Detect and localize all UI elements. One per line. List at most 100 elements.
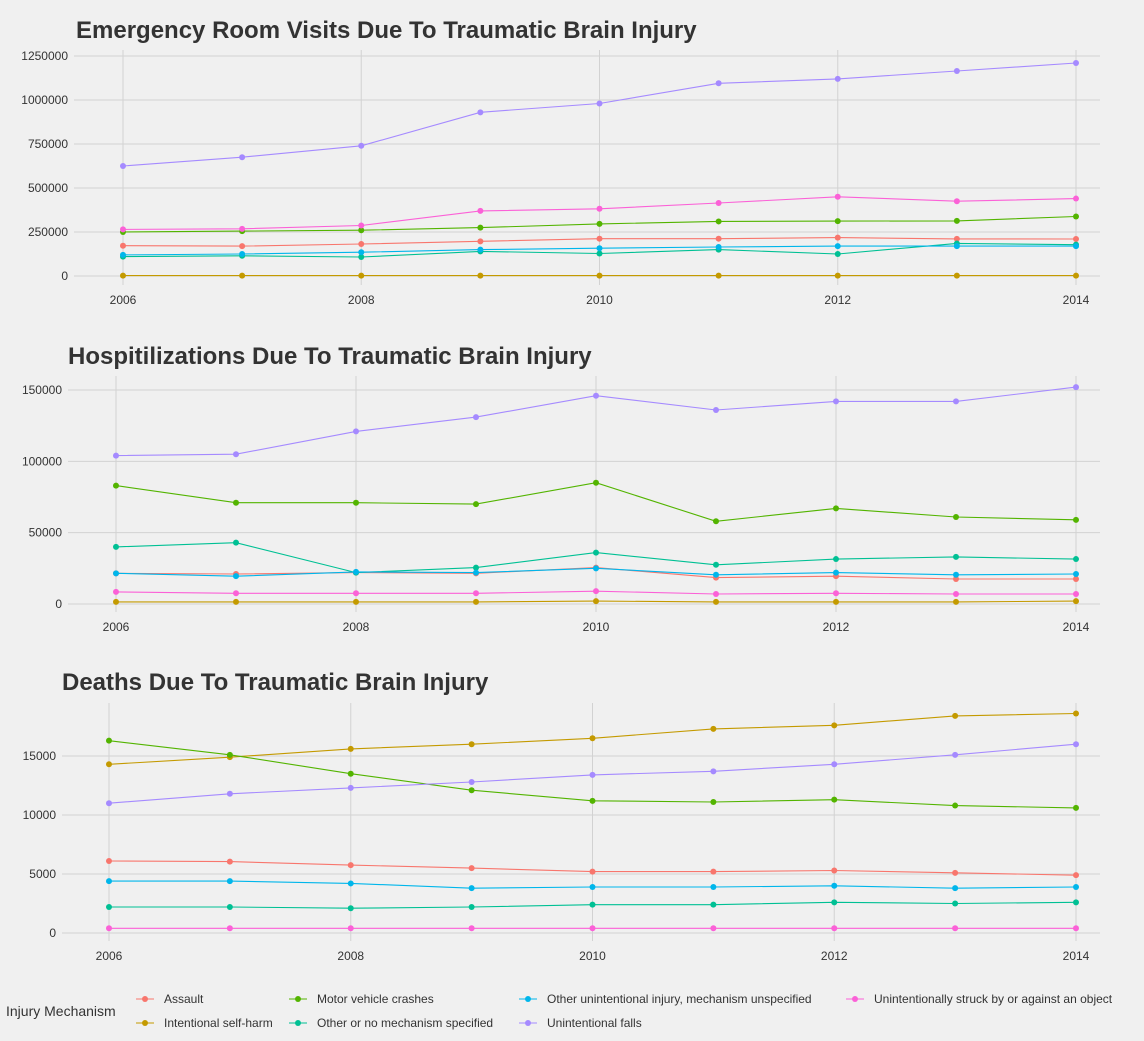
data-point xyxy=(468,778,475,785)
data-point xyxy=(834,243,841,250)
data-point xyxy=(473,564,479,571)
data-point xyxy=(593,549,599,556)
legend-label: Intentional self-harm xyxy=(164,1016,273,1030)
data-point xyxy=(715,235,722,242)
x-tick-label: 2012 xyxy=(823,620,850,634)
legend-item-self_harm: Intentional self-harm xyxy=(136,1016,273,1030)
data-point xyxy=(1073,213,1079,220)
data-point xyxy=(473,569,479,576)
data-point xyxy=(353,568,359,575)
data-point xyxy=(596,245,603,252)
data-point xyxy=(831,899,838,906)
data-point xyxy=(953,217,960,224)
data-point xyxy=(468,925,475,932)
data-point xyxy=(952,900,959,907)
data-point xyxy=(953,591,959,598)
data-point xyxy=(952,925,959,932)
data-point xyxy=(593,565,599,572)
series-unspecified xyxy=(113,565,1079,580)
data-point xyxy=(113,482,119,489)
data-point xyxy=(113,598,119,605)
data-point xyxy=(953,235,960,242)
data-point xyxy=(1073,883,1079,890)
data-point xyxy=(1073,741,1079,748)
x-tick-label: 2008 xyxy=(343,620,370,634)
legend: Injury Mechanism Assault Intentional self… xyxy=(6,992,1113,1030)
data-point xyxy=(953,198,960,205)
series-falls xyxy=(106,741,1079,807)
data-point xyxy=(1073,804,1079,811)
legend-key-point xyxy=(852,996,858,1002)
data-point xyxy=(477,272,484,279)
data-point xyxy=(226,925,233,932)
data-point xyxy=(713,406,719,413)
y-tick-label: 10000 xyxy=(23,808,57,822)
data-point xyxy=(358,272,365,279)
data-point xyxy=(468,741,475,748)
series-struck xyxy=(120,193,1079,233)
series-mvc xyxy=(113,479,1079,525)
data-point xyxy=(358,249,365,256)
data-point xyxy=(1073,384,1079,391)
data-point xyxy=(347,770,354,777)
data-point xyxy=(833,505,839,512)
data-point xyxy=(596,272,603,279)
data-point xyxy=(596,235,603,242)
data-point xyxy=(120,226,126,233)
data-point xyxy=(347,880,354,887)
data-point xyxy=(1073,872,1079,879)
y-tick-label: 0 xyxy=(49,926,56,940)
data-point xyxy=(834,193,841,200)
data-point xyxy=(715,199,722,206)
series-self_harm xyxy=(120,272,1079,279)
y-tick-label: 500000 xyxy=(28,181,68,195)
data-point xyxy=(831,722,838,729)
data-point xyxy=(952,869,959,876)
data-point xyxy=(831,761,838,768)
data-point xyxy=(589,925,596,932)
series-falls xyxy=(113,384,1079,459)
data-point xyxy=(233,598,239,605)
data-point xyxy=(358,222,365,229)
y-tick-label: 15000 xyxy=(23,749,57,763)
data-point xyxy=(1073,243,1079,250)
data-point xyxy=(953,67,960,74)
data-point xyxy=(106,878,112,885)
series-struck xyxy=(106,925,1079,932)
legend-label: Other unintentional injury, mechanism un… xyxy=(547,992,812,1006)
chart-title: Hospitilizations Due To Traumatic Brain … xyxy=(68,343,592,370)
data-point xyxy=(831,796,838,803)
data-point xyxy=(358,142,365,149)
chart-panel-2: Hospitilizations Due To Traumatic Brain … xyxy=(22,343,1100,634)
data-point xyxy=(233,539,239,546)
x-tick-label: 2010 xyxy=(583,620,610,634)
data-point xyxy=(347,862,354,869)
data-point xyxy=(710,725,717,732)
data-point xyxy=(713,518,719,525)
data-point xyxy=(239,154,246,161)
data-point xyxy=(120,242,126,249)
data-point xyxy=(593,392,599,399)
data-point xyxy=(113,543,119,550)
series-self_harm xyxy=(113,598,1079,605)
data-point xyxy=(952,802,959,809)
series-mvc xyxy=(106,737,1079,811)
data-point xyxy=(589,901,596,908)
legend-key-point xyxy=(142,996,148,1002)
data-point xyxy=(473,598,479,605)
series-self_harm xyxy=(106,710,1079,768)
data-point xyxy=(233,451,239,458)
legend-key-point xyxy=(525,996,531,1002)
data-point xyxy=(477,207,484,214)
x-tick-label: 2008 xyxy=(337,949,364,963)
legend-item-unspecified: Other unintentional injury, mechanism un… xyxy=(519,992,812,1006)
data-point xyxy=(1073,571,1079,578)
data-point xyxy=(477,224,484,231)
data-point xyxy=(831,925,838,932)
data-point xyxy=(120,163,126,169)
data-point xyxy=(1073,236,1079,243)
data-point xyxy=(358,240,365,247)
data-point xyxy=(353,428,359,435)
x-tick-label: 2014 xyxy=(1063,949,1090,963)
data-point xyxy=(226,878,233,885)
